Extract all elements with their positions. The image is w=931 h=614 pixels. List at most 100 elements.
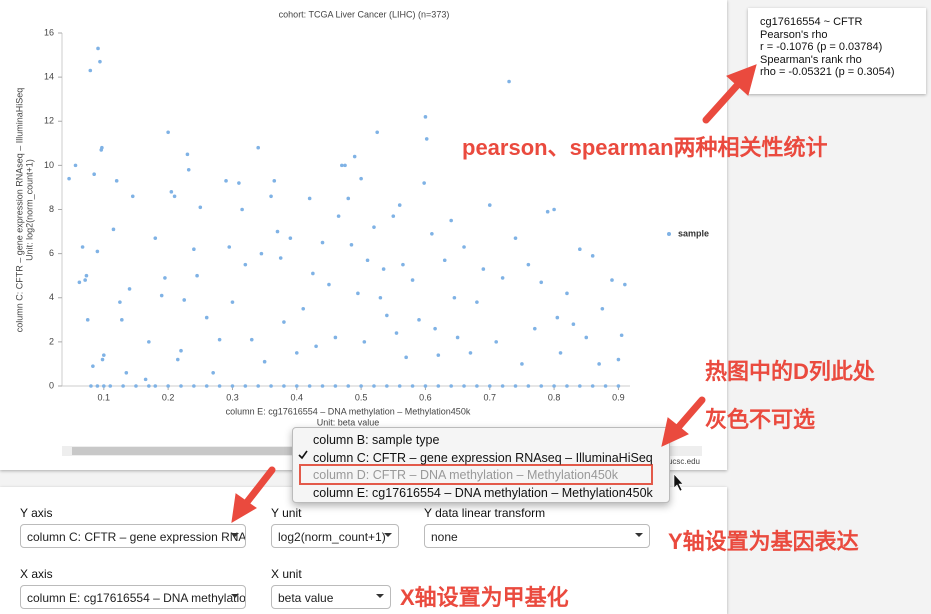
point xyxy=(211,370,215,375)
stats-box: cg17616554 ~ CFTR Pearson's rho r = -0.107… xyxy=(748,8,926,94)
point xyxy=(500,384,505,388)
point xyxy=(500,276,505,280)
point xyxy=(108,384,113,388)
point xyxy=(359,384,363,388)
x-tick-label: 0.1 xyxy=(98,392,111,402)
point xyxy=(401,262,405,267)
annotation: 灰色不可选 xyxy=(705,407,816,432)
point xyxy=(185,152,190,157)
point xyxy=(99,148,104,152)
point xyxy=(452,295,457,300)
point xyxy=(204,384,209,388)
point xyxy=(468,351,473,355)
point xyxy=(372,225,376,229)
checkmark xyxy=(298,450,308,460)
point xyxy=(256,145,260,150)
point xyxy=(240,207,244,212)
point xyxy=(77,280,82,285)
chart-panel: cohort: TCGA Liver Cancer (LIHC) (n=373)… xyxy=(0,0,727,470)
point xyxy=(282,384,286,388)
point xyxy=(442,258,447,263)
y-unit-select[interactable]: log2(norm_count+1) xyxy=(271,524,399,548)
point xyxy=(359,176,363,181)
point xyxy=(147,340,151,344)
highlight-box xyxy=(299,464,653,485)
point xyxy=(424,137,429,141)
point xyxy=(619,333,624,338)
point xyxy=(114,179,119,183)
point xyxy=(204,315,209,320)
point xyxy=(320,384,325,388)
point xyxy=(288,236,293,240)
point xyxy=(192,384,196,388)
point xyxy=(349,243,354,247)
point xyxy=(422,181,426,185)
annotation: pearson、spearman两种相关性统计 xyxy=(462,135,828,160)
dropdown-option[interactable]: column B: sample type xyxy=(313,433,440,447)
legend-label: sample xyxy=(678,228,709,238)
point xyxy=(130,194,135,199)
point xyxy=(124,370,129,375)
y-axis-title: column C: CFTR – gene expression RNAseq … xyxy=(14,88,24,333)
point xyxy=(336,214,341,218)
y-tick-label: 2 xyxy=(49,336,54,346)
point xyxy=(343,163,347,168)
y-tick-label: 16 xyxy=(44,27,54,37)
dropdown-option[interactable]: column C: CFTR – gene expression RNAseq … xyxy=(313,450,653,465)
dropdown-option[interactable]: column E: cg17616554 – DNA methylation –… xyxy=(313,485,653,500)
point xyxy=(481,267,486,271)
point xyxy=(340,163,344,168)
point xyxy=(487,203,492,207)
point xyxy=(410,278,415,282)
point xyxy=(249,337,254,342)
point xyxy=(153,236,158,240)
x-axis-label: X axis xyxy=(20,567,53,581)
point xyxy=(269,194,273,199)
point xyxy=(272,179,277,183)
x-tick-label: 0.8 xyxy=(548,392,561,402)
point xyxy=(88,68,93,73)
point xyxy=(590,254,595,258)
point xyxy=(89,384,93,388)
point xyxy=(224,179,228,183)
point xyxy=(397,384,402,388)
point xyxy=(80,245,85,249)
point xyxy=(294,351,299,355)
stats-line: r = -0.1076 (p = 0.03784) xyxy=(760,41,883,53)
point xyxy=(616,357,621,362)
point xyxy=(227,245,232,249)
point xyxy=(67,176,71,181)
point xyxy=(362,340,367,344)
point xyxy=(513,384,518,388)
y-axis-label: Y axis xyxy=(20,506,53,520)
point xyxy=(391,214,396,218)
point xyxy=(375,130,379,135)
y-transform-select[interactable]: none xyxy=(424,524,650,548)
y-axis-select[interactable]: column C: CFTR – gene expression RNAseq … xyxy=(20,524,246,548)
point xyxy=(159,293,164,298)
legend-marker xyxy=(667,232,671,236)
annotation: X轴设置为甲基化 xyxy=(400,585,569,610)
point xyxy=(385,313,389,318)
point xyxy=(462,245,466,249)
point xyxy=(134,384,138,388)
point xyxy=(333,384,338,388)
point xyxy=(526,262,531,267)
point xyxy=(179,384,183,388)
point xyxy=(172,194,177,199)
point xyxy=(91,364,95,368)
x-axis-unit: Unit: beta value xyxy=(317,417,380,427)
x-tick-label: 0.9 xyxy=(612,392,625,402)
x-axis-select[interactable]: column E: cg17616554 – DNA methylation –… xyxy=(20,585,246,609)
point xyxy=(558,351,563,355)
point xyxy=(381,267,386,271)
point xyxy=(475,384,479,388)
x-unit-select[interactable]: beta value xyxy=(271,585,391,609)
point xyxy=(552,384,556,388)
point xyxy=(143,377,148,382)
point xyxy=(120,318,124,322)
point xyxy=(603,384,608,388)
point xyxy=(423,115,428,119)
point xyxy=(494,340,499,344)
x-tick-label: 0.7 xyxy=(484,392,497,402)
